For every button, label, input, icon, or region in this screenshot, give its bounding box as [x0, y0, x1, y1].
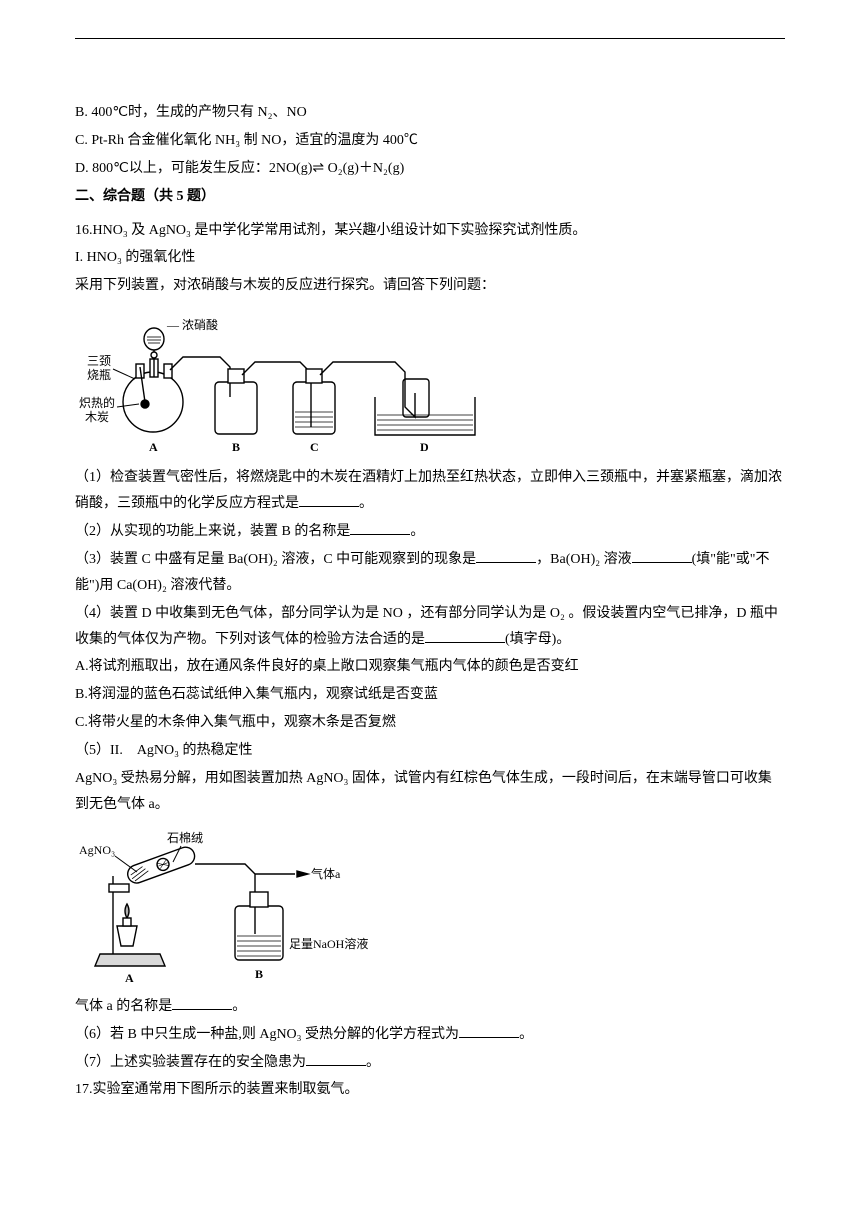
q16-option-b: B.将润湿的蓝色石蕊试纸伸入集气瓶内，观察试纸是否变蓝	[75, 682, 785, 708]
blank	[425, 629, 505, 643]
fig1-label-carbon-2: 木炭	[85, 410, 109, 424]
fig1-label-b: B	[232, 440, 240, 454]
q16-sub6-post: 。	[519, 1027, 533, 1042]
q16-sub4-post: (填字母)。	[505, 632, 570, 647]
q16-sub3-pre: （3）装置 C 中盛有足量 Ba(OH)₂ 溶液，C 中可能观察到的现象是	[75, 552, 476, 567]
fig1-label-a: A	[149, 440, 158, 454]
q16-sub7: （7）上述实验装置存在的安全隐患为 。	[75, 1050, 785, 1076]
q16-sub2-text: （2）从实现的功能上来说，装置 B 的名称是	[75, 524, 350, 539]
fig1-label-flask-2: 烧瓶	[87, 368, 111, 382]
q16-part1-title: I. HNO₃ 的强氧化性	[75, 245, 785, 271]
q16-option-c: C.将带火星的木条伸入集气瓶中，观察木条是否复燃	[75, 710, 785, 736]
q16-sub4: （4）装置 D 中收集到无色气体，部分同学认为是 NO ，还有部分同学认为是 O…	[75, 601, 785, 653]
blank	[476, 549, 536, 563]
fig2-label-agno3: AgNO₃	[79, 843, 115, 857]
q16-sub1-text: （1）检查装置气密性后，将燃烧匙中的木炭在酒精灯上加热至红热状态，立即伸入三颈瓶…	[75, 470, 782, 511]
q16-option-a: A.将试剂瓶取出，放在通风条件良好的桌上敞口观察集气瓶内气体的颜色是否变红	[75, 654, 785, 680]
fig1-label-carbon-1: 炽热的	[79, 395, 115, 410]
q16-gas-a-post: 。	[232, 999, 246, 1014]
option-c: C. Pt-Rh 合金催化氧化 NH₃ 制 NO，适宜的温度为 400℃	[75, 128, 785, 154]
fig1-label-c: C	[310, 440, 319, 454]
q16-sub6: （6）若 B 中只生成一种盐,则 AgNO₃ 受热分解的化学方程式为 。	[75, 1022, 785, 1048]
figure-1-apparatus: — 浓硝酸 三颈 烧瓶 炽热的 木炭 A B C D	[75, 307, 785, 457]
q16-sub2-post: 。	[410, 524, 424, 539]
option-d: D. 800℃以上，可能发生反应：2NO(g)⇌ O₂(g)＋N₂(g)	[75, 156, 785, 182]
q16-intro: 16.HNO₃ 及 AgNO₃ 是中学化学常用试剂，某兴趣小组设计如下实验探究试…	[75, 218, 785, 244]
fig2-label-gas-a: 气体a	[311, 866, 341, 881]
q16-part2-desc: AgNO₃ 受热易分解，用如图装置加热 AgNO₃ 固体，试管内有红棕色气体生成…	[75, 766, 785, 818]
blank	[632, 549, 692, 563]
q16-sub3-mid: ，Ba(OH)₂ 溶液	[536, 552, 631, 567]
fig1-label-d: D	[420, 440, 429, 454]
q16-sub3: （3）装置 C 中盛有足量 Ba(OH)₂ 溶液，C 中可能观察到的现象是 ，Ba…	[75, 547, 785, 599]
q16-sub2: （2）从实现的功能上来说，装置 B 的名称是 。	[75, 519, 785, 545]
q16-sub6-pre: （6）若 B 中只生成一种盐,则 AgNO₃ 受热分解的化学方程式为	[75, 1027, 459, 1042]
top-border-line	[75, 38, 785, 39]
fig2-label-naoh: 足量NaOH溶液	[289, 936, 368, 951]
option-b: B. 400℃时，生成的产物只有 N₂、NO	[75, 100, 785, 126]
fig1-label-flask-1: 三颈	[87, 354, 111, 368]
q16-gas-a-pre: 气体 a 的名称是	[75, 999, 172, 1014]
q17: 17.实验室通常用下图所示的装置来制取氨气。	[75, 1077, 785, 1103]
section-2-title: 二、综合题（共 5 题）	[75, 184, 785, 210]
fig2-label-wool: 石棉绒	[167, 831, 203, 845]
blank	[306, 1052, 366, 1066]
q16-gas-a: 气体 a 的名称是 。	[75, 994, 785, 1020]
q16-sub1: （1）检查装置气密性后，将燃烧匙中的木炭在酒精灯上加热至红热状态，立即伸入三颈瓶…	[75, 465, 785, 517]
fig2-label-b: B	[255, 967, 263, 981]
blank	[459, 1024, 519, 1038]
fig1-label-funnel: — 浓硝酸	[166, 317, 218, 332]
blank	[299, 493, 359, 507]
blank	[172, 996, 232, 1010]
blank	[350, 521, 410, 535]
fig2-label-a: A	[125, 971, 134, 985]
figure-2-apparatus: AgNO₃ 石棉绒 气体a 足量NaOH溶液 A B	[75, 826, 785, 986]
q16-sub7-pre: （7）上述实验装置存在的安全隐患为	[75, 1055, 306, 1070]
q16-sub7-post: 。	[366, 1055, 380, 1070]
q16-part2-title: （5）II. AgNO₃ 的热稳定性	[75, 738, 785, 764]
q16-part1-desc: 采用下列装置，对浓硝酸与木炭的反应进行探究。请回答下列问题：	[75, 273, 785, 299]
q16-sub1-post: 。	[359, 496, 373, 511]
